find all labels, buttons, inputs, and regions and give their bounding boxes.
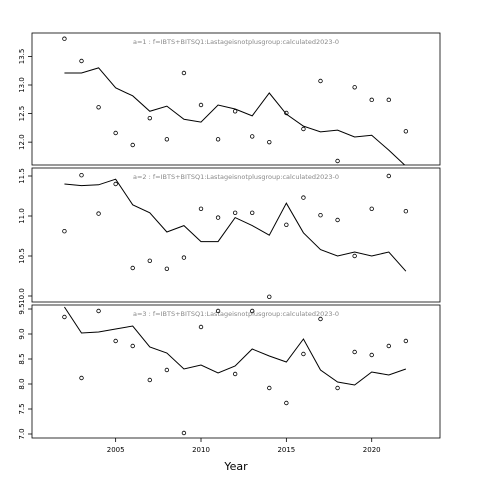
y-tick-label: 9.5 [18, 303, 26, 314]
data-point [318, 212, 323, 218]
data-point [403, 208, 409, 214]
data-point [130, 265, 135, 271]
data-point [130, 142, 135, 148]
data-point [318, 316, 323, 322]
data-line [64, 67, 406, 165]
y-tick-label: 8.5 [18, 353, 26, 364]
data-point [215, 215, 221, 220]
x-tick-label: 2015 [277, 446, 295, 454]
y-tick-label: 7.0 [18, 428, 26, 439]
data-point [96, 105, 101, 110]
data-point [386, 97, 391, 103]
data-point [386, 173, 391, 179]
data-point [369, 352, 374, 358]
data-point [369, 97, 374, 103]
data-point [79, 375, 84, 381]
data-point [147, 377, 152, 383]
data-point [335, 385, 340, 391]
y-tick-label: 13.0 [18, 77, 26, 93]
data-point [198, 102, 204, 108]
data-point [301, 126, 306, 132]
data-point [335, 158, 340, 164]
data-point [198, 324, 204, 330]
data-point [164, 266, 170, 271]
data-point [301, 195, 306, 200]
x-axis-label: Year [223, 460, 248, 473]
data-point [62, 36, 67, 41]
y-tick-label: 10.0 [18, 288, 26, 304]
panel-frame [31, 32, 441, 166]
data-line [64, 306, 407, 386]
y-tick-label: 10.5 [18, 248, 26, 264]
data-point [215, 308, 221, 314]
data-point [215, 137, 221, 142]
data-point [386, 343, 391, 349]
data-point [198, 206, 204, 211]
data-point [113, 338, 118, 344]
data-point [181, 255, 187, 260]
data-point [232, 210, 238, 215]
panel-frame [31, 167, 441, 303]
data-point [267, 294, 272, 299]
data-point [164, 367, 170, 373]
data-point [147, 115, 152, 121]
data-point [403, 129, 409, 134]
panel-title: a=1 : f=IBTS+BITSQ1:Lastageisnotplusgrou… [133, 38, 339, 46]
data-point [181, 70, 187, 76]
data-point [403, 338, 409, 344]
data-point [232, 371, 238, 377]
data-point [352, 85, 357, 90]
panel-title: a=2 : f=IBTS+BITSQ1:Lastageisnotplusgrou… [133, 173, 339, 181]
data-point [250, 134, 255, 139]
data-point [369, 206, 374, 211]
data-point [284, 400, 289, 406]
data-point [79, 172, 84, 178]
data-point [284, 222, 289, 227]
y-tick-label: 11.0 [18, 208, 26, 224]
y-tick-label: 12.0 [18, 134, 26, 150]
panel-title: a=3 : f=IBTS+BITSQ1:Lastageisnotplusgrou… [133, 310, 339, 318]
x-tick-label: 2005 [107, 446, 125, 454]
data-point [301, 351, 306, 357]
data-point [318, 78, 323, 84]
y-tick-label: 7.5 [18, 403, 26, 414]
x-tick-label: 2020 [363, 446, 381, 454]
y-tick-label: 9.0 [18, 328, 26, 339]
data-line [64, 178, 407, 272]
data-point [130, 343, 135, 349]
data-point [267, 385, 272, 391]
data-point [250, 308, 255, 314]
data-point [284, 110, 289, 116]
data-point [335, 217, 340, 223]
y-tick-label: 8.0 [18, 378, 26, 389]
data-point [250, 210, 255, 215]
data-point [164, 137, 170, 142]
data-point [96, 308, 101, 314]
data-point [147, 258, 152, 263]
panel-frame [31, 304, 441, 439]
y-tick-label: 11.5 [18, 168, 26, 184]
data-point [352, 349, 357, 355]
x-tick-label: 2010 [192, 446, 210, 454]
data-point [232, 109, 238, 114]
data-point [267, 139, 272, 145]
data-point [79, 58, 84, 64]
y-tick-label: 12.5 [18, 106, 26, 122]
data-point [181, 430, 187, 436]
data-point [113, 181, 118, 187]
data-point [96, 211, 101, 216]
data-point [352, 253, 357, 259]
data-point [62, 228, 67, 234]
data-point [113, 130, 118, 136]
data-point [62, 314, 67, 320]
y-tick-label: 13.5 [18, 49, 26, 65]
